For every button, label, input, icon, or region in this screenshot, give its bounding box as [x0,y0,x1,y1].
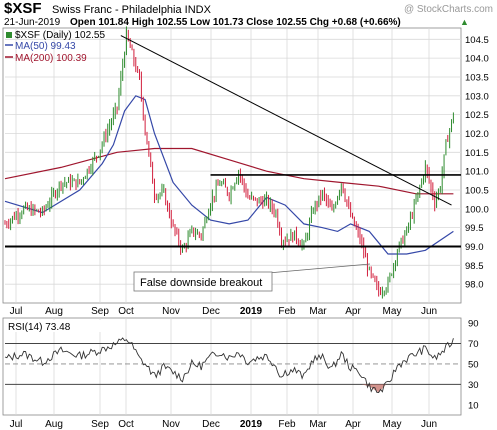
price-x-tick-label: Feb [278,306,296,317]
price-x-tick-label: Dec [202,306,220,317]
legend-price-swatch [6,32,12,38]
annotation-box [133,271,273,292]
downtrend-line [120,35,452,206]
price-x-tick-label: Jun [421,306,437,317]
rsi-panel [2,317,462,416]
price-y-tick-label: 98.0 [465,280,484,291]
price-x-tick-label: Mar [309,306,327,317]
price-y-tick-label: 104.0 [465,54,489,65]
price-y-tick-label: 98.5 [465,261,484,272]
price-x-tick-label: 2019 [240,306,263,317]
rsi-x-tick-label: Mar [309,419,327,430]
price-y-tick-label: 100.5 [465,185,489,196]
annotation-text: False downside breakout [140,277,262,289]
price-x-tick-label: May [383,306,402,317]
price-panel [2,27,462,304]
ma50-line [4,95,454,255]
price-y-tick-label: 101.0 [465,167,489,178]
ohlc-readout: Open 101.84 High 102.55 Low 101.73 Close… [70,17,401,28]
price-y-tick-label: 103.5 [465,72,489,83]
legend-ma200: MA(200) 100.39 [15,53,87,64]
legend-ma50: MA(50) 99.43 [15,41,76,52]
rsi-x-tick-label: Nov [162,419,180,430]
price-y-tick-label: 104.5 [465,35,489,46]
rsi-label: RSI(14) 73.48 [8,322,71,333]
price-y-tick-label: 101.5 [465,148,489,159]
rsi-x-tick-label: Apr [345,419,361,430]
rsi-x-tick-label: Sep [91,419,109,430]
price-y-tick-label: 102.0 [465,129,489,140]
rsi-x-tick-label: Aug [45,419,63,430]
price-y-tick-label: 103.0 [465,91,489,102]
price-y-tick-label: 99.5 [465,223,484,234]
price-y-tick-label: 100.0 [465,204,489,215]
rsi-y-tick-label: 90 [468,319,479,330]
rsi-x-tick-label: Jun [421,419,437,430]
price-y-tick-label: 102.5 [465,110,489,121]
instrument-name: Swiss Franc - Philadelphia INDX [52,4,212,16]
price-x-tick-label: Apr [345,306,361,317]
rsi-x-tick-label: May [383,419,402,430]
rsi-line [4,337,454,393]
rsi-x-tick-label: Dec [202,419,220,430]
price-x-tick-label: Oct [118,306,134,317]
rsi-y-tick-label: 30 [468,380,479,391]
legend-price: $XSF (Daily) 102.55 [15,30,105,41]
watermark: @ StockCharts.com [404,4,493,15]
chg-arrow-icon: ▲ [460,17,469,27]
symbol-title: $XSF [4,0,42,17]
rsi-x-tick-label: Feb [278,419,296,430]
rsi-y-tick-label: 50 [468,359,479,370]
rsi-x-tick-label: Jul [10,419,23,430]
rsi-y-tick-label: 10 [468,400,479,411]
rsi-y-tick-label: 70 [468,339,479,350]
date-label: 21-Jun-2019 [4,17,61,28]
price-x-tick-label: Aug [45,306,63,317]
rsi-x-tick-label: 2019 [240,419,263,430]
legend: $XSF (Daily) 102.55 MA(50) 99.43 MA(200)… [5,30,105,64]
price-y-tick-label: 99.0 [465,242,484,253]
breakout-annotation: False downside breakout [133,263,371,292]
rsi-x-tick-label: Oct [118,419,134,430]
price-x-tick-label: Sep [91,306,109,317]
price-x-tick-label: Jul [10,306,23,317]
price-x-tick-label: Nov [162,306,180,317]
annotation-pointer [267,263,371,274]
rsi-label-bg [5,320,105,332]
